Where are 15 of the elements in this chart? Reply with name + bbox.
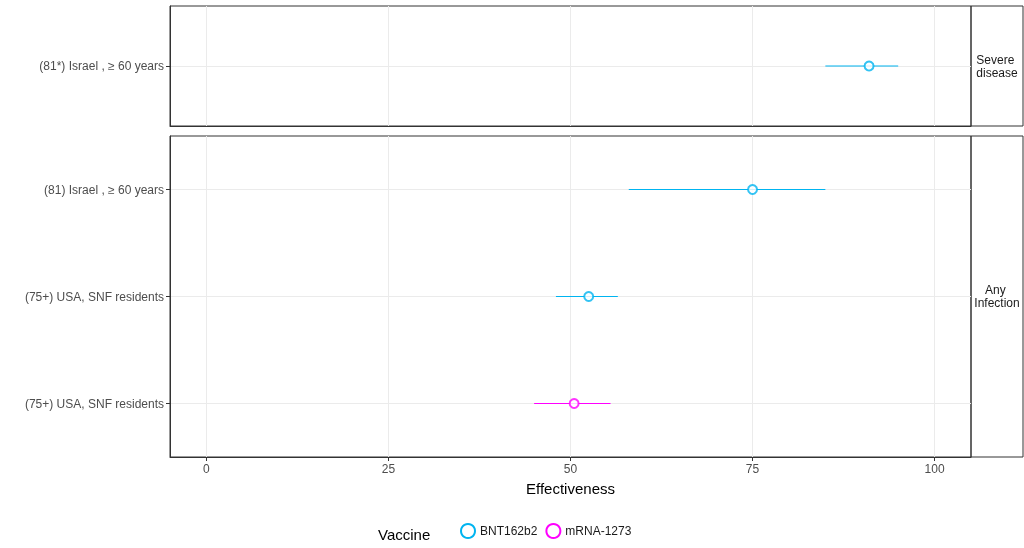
x-tick-label: 25 [381, 462, 396, 476]
legend-label: mRNA-1273 [565, 524, 632, 538]
y-tick-label: (81) Israel , ≥ 60 years [44, 182, 164, 197]
legend-title: Vaccine [378, 526, 431, 543]
x-tick-label: 75 [745, 462, 760, 476]
y-tick-label: (75+) USA, SNF residents [24, 289, 164, 304]
x-tick-label: 100 [924, 462, 945, 476]
x-tick-label: 50 [563, 462, 578, 476]
x-tick-label: 0 [203, 462, 211, 476]
y-tick-label: (81*) Israel , ≥ 60 years [39, 59, 164, 73]
x-axis-title: Effectiveness [526, 480, 615, 497]
text: Severe disease [976, 52, 1018, 80]
text: Any Infection [974, 283, 1020, 310]
legend-label: BNT162b2 [480, 524, 538, 538]
y-tick-label: (75+) USA, SNF residents [24, 396, 164, 411]
